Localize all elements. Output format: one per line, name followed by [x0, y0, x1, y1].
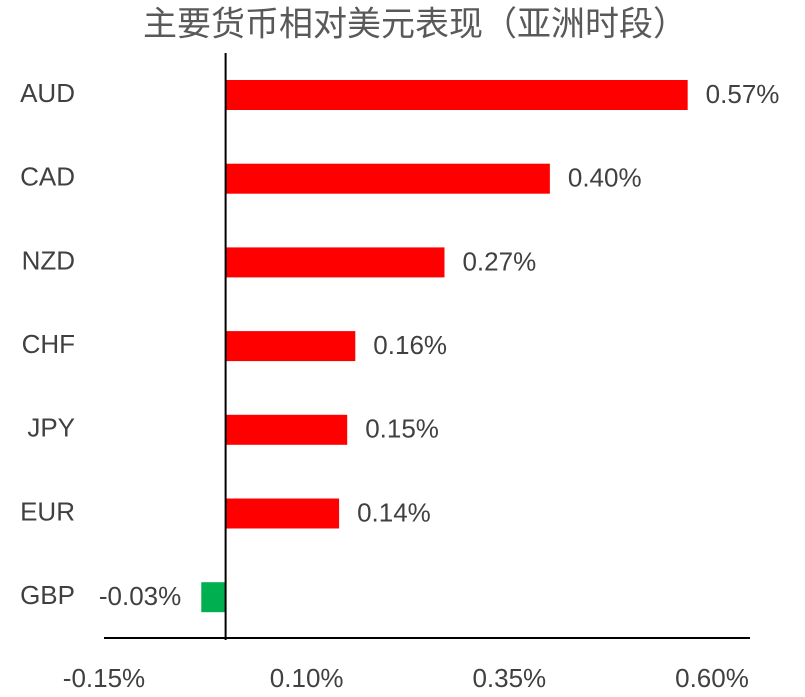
value-label: 0.16% [373, 330, 447, 360]
bar [225, 163, 550, 194]
x-tick-label: 0.35% [472, 663, 546, 693]
value-label: -0.03% [99, 581, 181, 611]
value-label: 0.40% [568, 163, 642, 193]
bar [225, 498, 340, 529]
y-tick-label: GBP [20, 580, 75, 610]
bar [201, 582, 226, 613]
x-tick-label: -0.15% [63, 663, 145, 693]
y-tick-label: NZD [22, 245, 75, 275]
x-tick-label: 0.60% [675, 663, 749, 693]
bar [225, 80, 688, 110]
value-label: 0.27% [462, 246, 536, 276]
y-tick-label: CHF [22, 329, 75, 359]
y-tick-label: CAD [20, 162, 75, 192]
x-tick-label: 0.10% [270, 663, 344, 693]
y-tick-label: EUR [20, 496, 75, 526]
value-label: 0.15% [365, 414, 439, 444]
bar [225, 331, 356, 362]
y-tick-label: JPY [27, 413, 75, 443]
y-tick-label: AUD [20, 78, 75, 108]
chart-title: 主要货币相对美元表现（亚洲时段） [143, 5, 687, 45]
bar [225, 414, 348, 445]
bar [225, 247, 445, 278]
value-label: 0.14% [357, 497, 431, 527]
value-label: 0.57% [706, 79, 780, 109]
